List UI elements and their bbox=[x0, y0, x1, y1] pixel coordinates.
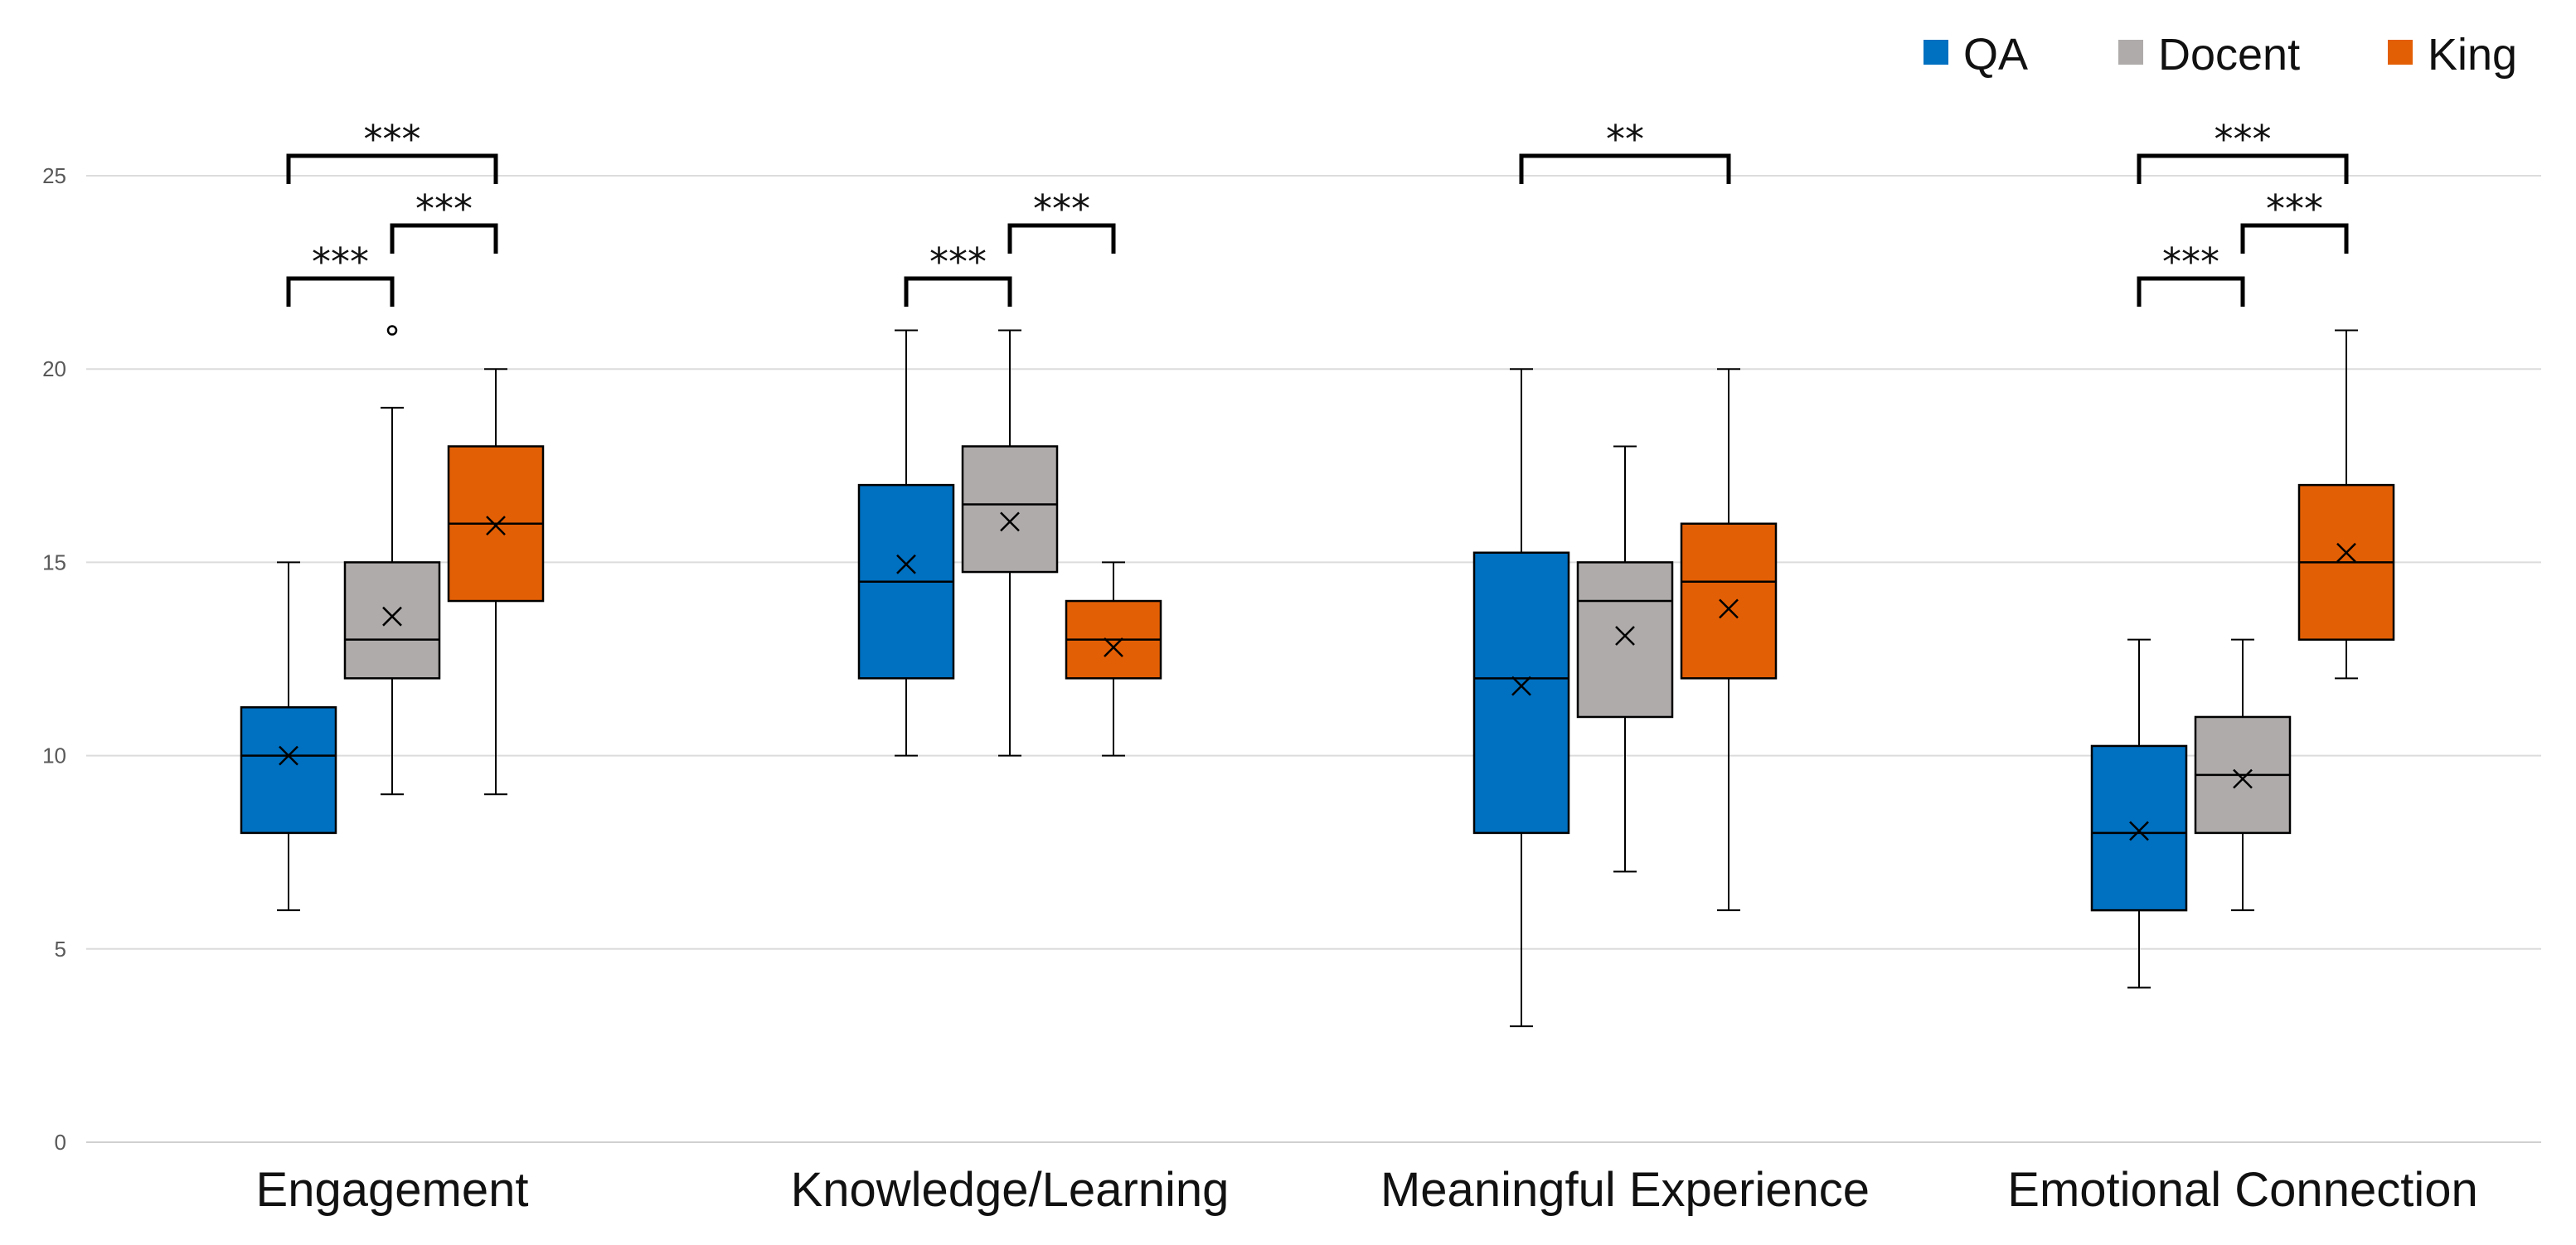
box-docent bbox=[961, 329, 1059, 757]
outlier-point bbox=[386, 325, 398, 336]
category-label: Knowledge/Learning bbox=[791, 1163, 1230, 1217]
mean-marker bbox=[1104, 637, 1123, 657]
legend[interactable]: QA Docent King bbox=[1924, 30, 2517, 80]
bracket-line bbox=[286, 276, 395, 307]
bracket-line bbox=[1519, 153, 1731, 184]
mean-marker bbox=[1615, 626, 1635, 646]
bracket-line bbox=[2240, 223, 2349, 254]
y-tick-label: 10 bbox=[42, 744, 66, 768]
box-docent bbox=[1576, 445, 1674, 873]
significance-label: *** bbox=[312, 240, 369, 284]
y-tick-label: 5 bbox=[55, 937, 66, 962]
y-tick-label: 15 bbox=[42, 550, 66, 574]
significance-bracket: *** bbox=[2137, 117, 2349, 184]
bracket-line bbox=[286, 153, 498, 184]
gridlines bbox=[86, 175, 2541, 1143]
boxes bbox=[240, 325, 2395, 1028]
y-tick-label: 20 bbox=[42, 356, 66, 381]
iqr-box bbox=[240, 706, 337, 835]
significance-label: ** bbox=[1606, 117, 1644, 162]
box-qa bbox=[1472, 368, 1570, 1028]
box-qa bbox=[857, 329, 955, 757]
mean-marker bbox=[1719, 598, 1739, 619]
box-qa bbox=[240, 561, 337, 912]
box-docent bbox=[2194, 638, 2292, 912]
significance-label: *** bbox=[415, 187, 473, 231]
box-king bbox=[447, 368, 545, 796]
significance-label: *** bbox=[2266, 187, 2323, 231]
mean-marker bbox=[2233, 768, 2253, 789]
mean-marker bbox=[896, 554, 916, 574]
significance-bracket: *** bbox=[286, 117, 498, 184]
iqr-box bbox=[2090, 744, 2188, 912]
legend-swatch bbox=[2388, 40, 2413, 65]
significance-brackets: ***************** ********* bbox=[286, 117, 2349, 307]
legend-item-qa[interactable]: QA bbox=[1924, 30, 2028, 80]
mean-marker bbox=[2129, 821, 2149, 841]
bracket-line bbox=[390, 223, 498, 254]
iqr-box bbox=[343, 561, 441, 680]
box-qa bbox=[2090, 638, 2188, 989]
iqr-box bbox=[1472, 551, 1570, 835]
significance-bracket: *** bbox=[904, 240, 1012, 307]
category-label: Meaningful Experience bbox=[1380, 1163, 1870, 1217]
mean-marker bbox=[1000, 511, 1020, 532]
legend-item-king[interactable]: King bbox=[2388, 30, 2517, 80]
significance-label: *** bbox=[2215, 117, 2272, 162]
significance-bracket: *** bbox=[1007, 187, 1116, 254]
box-king bbox=[1680, 368, 1778, 912]
y-axis-ticks: 0 5 10 15 20 25 bbox=[42, 163, 66, 1155]
iqr-box bbox=[1576, 561, 1674, 719]
significance-label: *** bbox=[929, 240, 987, 284]
y-tick-label: 25 bbox=[42, 163, 66, 188]
y-tick-label: 0 bbox=[55, 1130, 66, 1155]
box-king bbox=[1065, 561, 1162, 757]
mean-marker bbox=[382, 606, 402, 627]
significance-bracket: ** bbox=[1519, 117, 1731, 184]
category-label: Engagement bbox=[256, 1163, 529, 1217]
iqr-box bbox=[961, 445, 1059, 574]
legend-swatch bbox=[2118, 40, 2143, 65]
significance-bracket: *** bbox=[286, 240, 395, 307]
bracket-line bbox=[2137, 153, 2349, 184]
bracket-line bbox=[904, 276, 1012, 307]
iqr-box bbox=[1680, 522, 1778, 680]
category-label: Emotional Connection bbox=[2007, 1163, 2477, 1217]
legend-swatch bbox=[1924, 40, 1948, 65]
significance-bracket: *** bbox=[2240, 187, 2349, 254]
legend-label: King bbox=[2428, 30, 2517, 80]
box-docent bbox=[343, 325, 441, 796]
mean-marker bbox=[1511, 676, 1531, 696]
mean-marker bbox=[486, 516, 506, 535]
significance-label: *** bbox=[1033, 187, 1090, 231]
legend-label: QA bbox=[1963, 30, 2028, 80]
significance-bracket: *** bbox=[2137, 240, 2245, 307]
significance-label: *** bbox=[2162, 240, 2219, 284]
mean-marker bbox=[2336, 542, 2356, 563]
significance-bracket: *** bbox=[390, 187, 498, 254]
box-king bbox=[2297, 329, 2395, 680]
mean-marker bbox=[279, 745, 298, 766]
significance-label: *** bbox=[364, 117, 421, 162]
legend-item-docent[interactable]: Docent bbox=[2118, 30, 2300, 80]
bracket-line bbox=[1007, 223, 1116, 254]
bracket-line bbox=[2137, 276, 2245, 307]
category-labels: Engagement Knowledge/Learning Meaningful E… bbox=[256, 1163, 2478, 1217]
legend-label: Docent bbox=[2158, 30, 2300, 80]
